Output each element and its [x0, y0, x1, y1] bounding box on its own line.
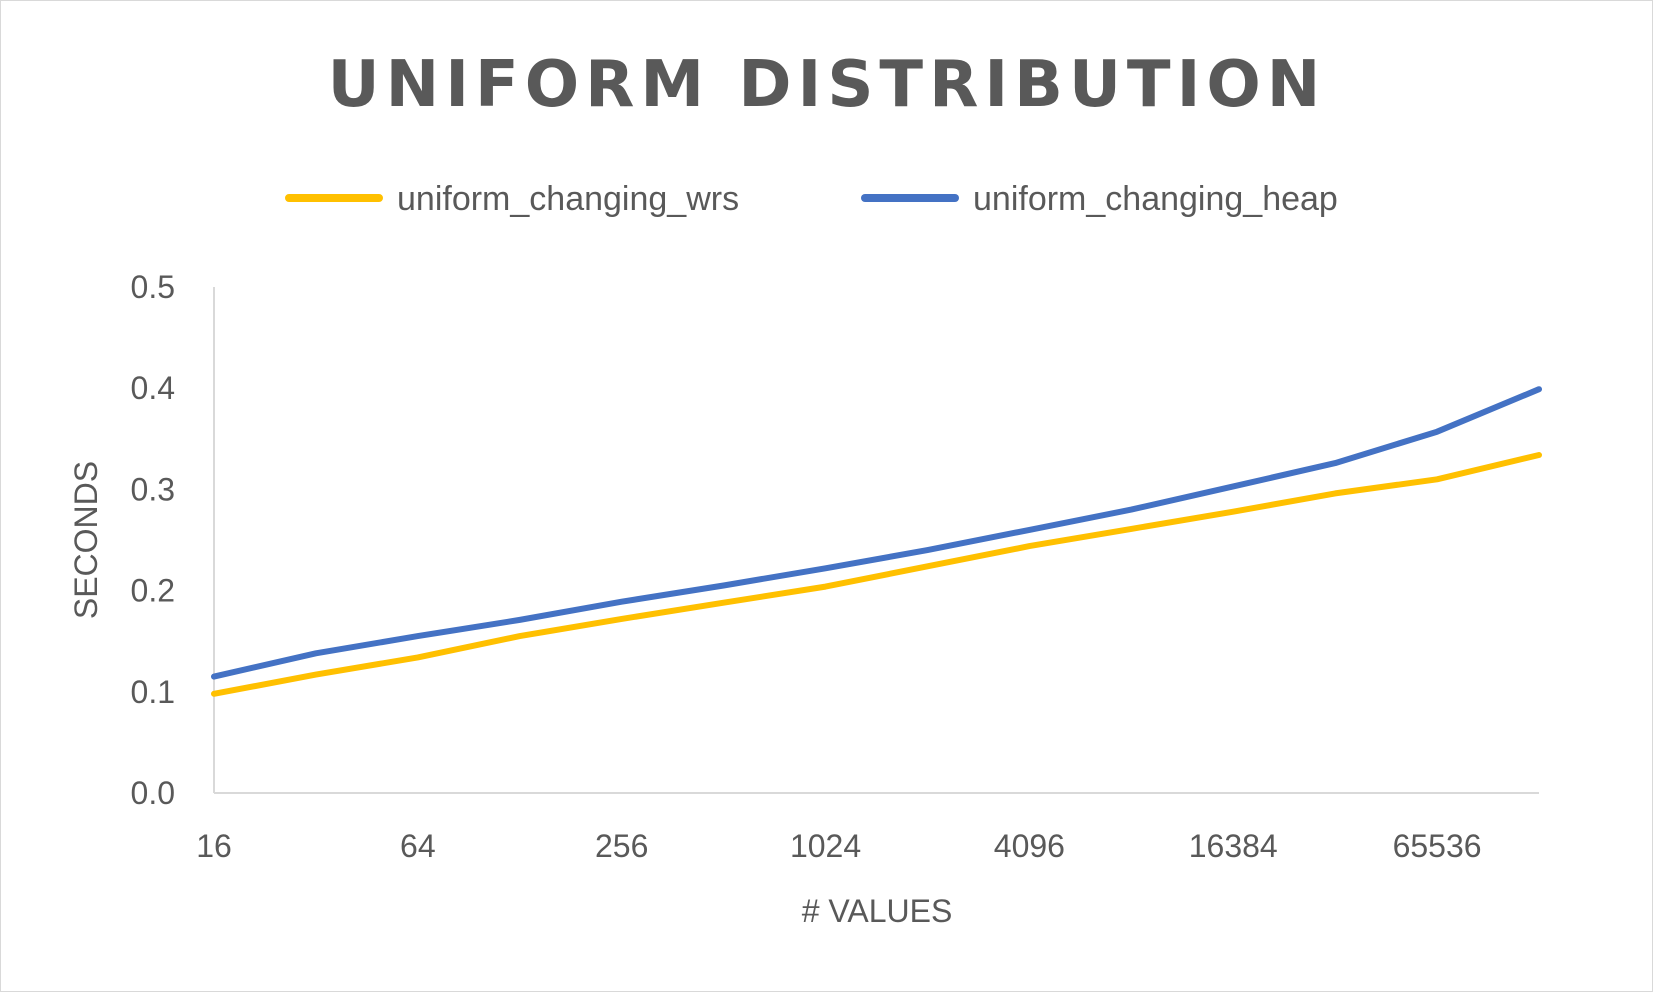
x-tick-label: 16	[196, 828, 232, 864]
x-tick-label: 64	[400, 828, 436, 864]
legend-item-wrs: uniform_changing_wrs	[285, 180, 739, 218]
legend-label-heap: uniform_changing_heap	[973, 180, 1338, 218]
x-tick-label: 1024	[790, 828, 861, 864]
x-tick-label: 256	[595, 828, 648, 864]
y-tick-label: 0.5	[131, 269, 175, 305]
y-tick-label: 0.4	[131, 370, 175, 406]
series-lines	[211, 386, 1542, 697]
y-tick-label: 0.3	[131, 471, 175, 507]
y-tick-labels: 0.0 0.1 0.2 0.3 0.4 0.5	[131, 269, 175, 811]
series-line-heap	[211, 386, 1542, 680]
y-axis-title: SECONDS	[68, 461, 104, 619]
chart-title: UNIFORM DISTRIBUTION	[328, 48, 1327, 122]
series-line-wrs	[211, 452, 1542, 697]
x-tick-label: 16384	[1189, 828, 1278, 864]
legend-label-wrs: uniform_changing_wrs	[397, 180, 739, 218]
y-tick-label: 0.2	[131, 573, 175, 609]
x-tick-label: 65536	[1393, 828, 1482, 864]
x-axis-title: # VALUES	[802, 893, 953, 929]
legend: uniform_changing_wrs uniform_changing_he…	[285, 180, 1338, 218]
legend-item-heap: uniform_changing_heap	[861, 180, 1338, 218]
y-tick-label: 0.1	[131, 674, 175, 710]
x-tick-label: 4096	[994, 828, 1065, 864]
x-tick-labels: 16 64 256 1024 4096 16384 65536	[196, 828, 1481, 864]
y-tick-label: 0.0	[131, 775, 175, 811]
